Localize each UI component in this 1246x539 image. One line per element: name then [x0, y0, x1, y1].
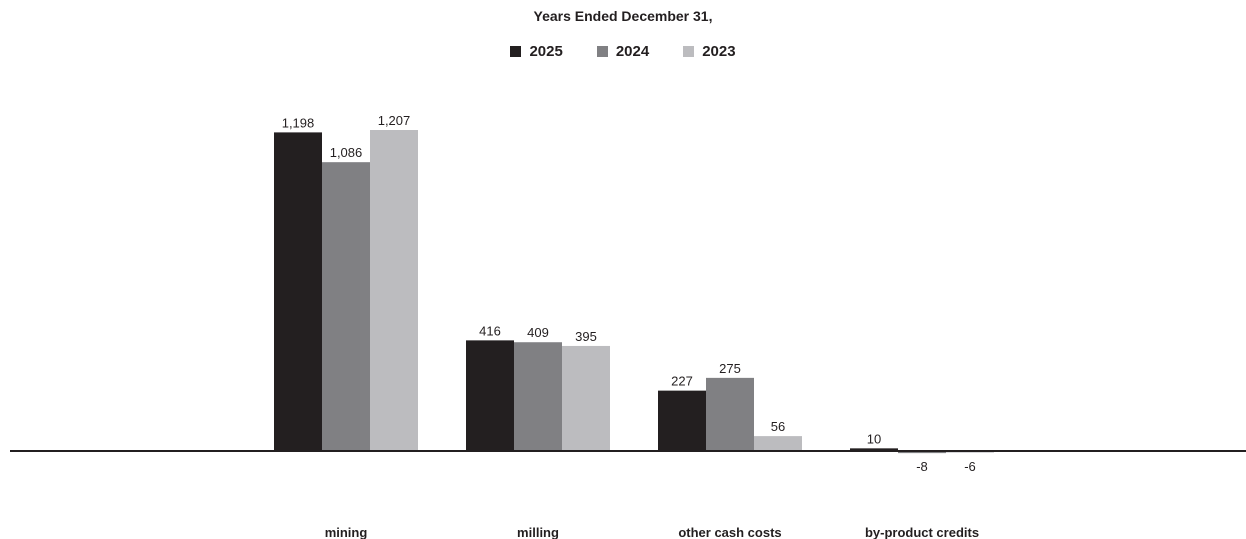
legend-swatch-2023: [683, 46, 695, 57]
bar-2024-milling: [514, 342, 562, 451]
legend-item-2025: 2025: [510, 43, 563, 60]
legend-label-2024: 2024: [615, 43, 650, 60]
legend-item-2023: 2023: [683, 43, 736, 60]
legend-label-2025: 2025: [529, 43, 563, 60]
bar-2025-mining: [274, 132, 322, 451]
chart-title: Years Ended December 31,: [533, 8, 713, 24]
legend-swatch-2025: [510, 46, 522, 57]
data-label-2023-by-product-credits: -6: [964, 459, 976, 474]
data-label-2025-other-cash-costs: 227: [671, 374, 693, 389]
data-label-2024-mining: 1,086: [330, 145, 363, 160]
legend-label-2023: 2023: [702, 43, 736, 60]
data-label-2025-milling: 416: [479, 323, 501, 338]
data-label-2023-milling: 395: [575, 329, 597, 344]
legend-swatch-2024: [596, 46, 608, 57]
bar-2025-milling: [466, 340, 514, 451]
data-label-2023-mining: 1,207: [378, 113, 411, 128]
legend-item-2024: 2024: [596, 43, 650, 60]
bar-2025-by-product-credits: [850, 448, 898, 451]
bar-2024-other-cash-costs: [706, 377, 754, 451]
data-label-2025-by-product-credits: 10: [867, 431, 881, 446]
data-label-2024-other-cash-costs: 275: [719, 361, 741, 376]
bar-2023-milling: [562, 345, 610, 451]
category-label-milling: milling: [517, 525, 559, 539]
data-label-2024-milling: 409: [527, 325, 549, 340]
bar-2025-other-cash-costs: [658, 390, 706, 451]
bar-2024-by-product-credits: [898, 451, 946, 454]
data-label-2024-by-product-credits: -8: [916, 459, 928, 474]
data-label-2025-mining: 1,198: [282, 115, 315, 130]
bar-2023-mining: [370, 130, 418, 451]
category-label-by-product-credits: by-product credits: [865, 525, 979, 539]
legend: 2025 2024 2023: [0, 43, 1246, 60]
category-label-mining: mining: [325, 525, 368, 539]
data-label-2023-other-cash-costs: 56: [771, 419, 785, 434]
category-label-other-cash-costs: other cash costs: [678, 525, 781, 539]
bar-2024-mining: [322, 162, 370, 451]
bar-2023-other-cash-costs: [754, 436, 802, 451]
